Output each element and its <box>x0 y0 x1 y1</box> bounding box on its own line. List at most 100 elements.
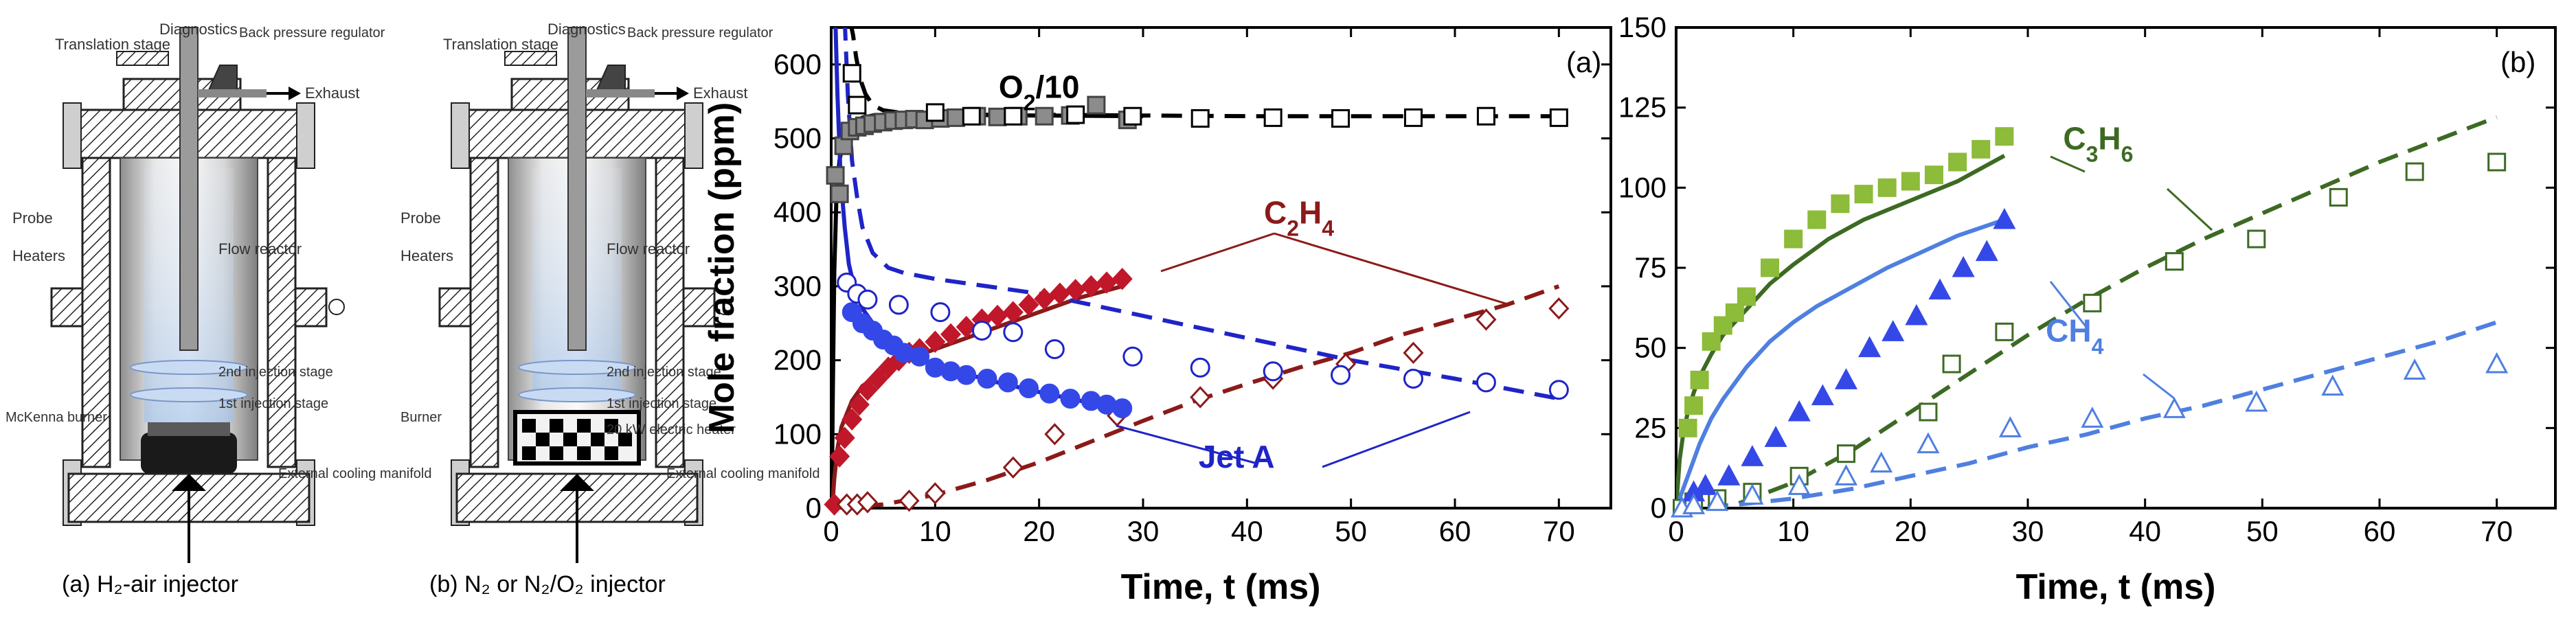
label-diagnostics: Diagnostics <box>547 21 626 38</box>
data-point <box>1919 402 1938 422</box>
data-point <box>2247 229 2266 249</box>
leader-jeta <box>1322 411 1471 468</box>
exhaust-line <box>198 89 267 98</box>
data-point <box>888 295 909 315</box>
probe <box>567 27 587 351</box>
data-point <box>842 64 861 83</box>
x-tick-label: 70 <box>2481 515 2513 547</box>
x-tick-label: 60 <box>1439 515 1471 547</box>
chart-a: 0 10 20 30 40 50 60 70 0 100 200 300 400 500 600 (a) T… <box>702 26 1612 607</box>
data-point <box>1019 378 1039 399</box>
x-tick-label: 70 <box>1543 515 1575 547</box>
series-line-dashed <box>843 27 1559 401</box>
series-line-dashed <box>1676 115 2498 508</box>
data-point <box>1403 108 1423 127</box>
annotation-c2h4: C2H4 <box>1264 194 1334 240</box>
data-point <box>930 302 951 323</box>
data-point <box>1901 172 1920 191</box>
series-line-solid <box>1676 218 2005 508</box>
data-point <box>997 372 1018 393</box>
data-point <box>1952 255 1975 277</box>
data-point <box>1035 106 1054 126</box>
bolt <box>451 102 470 169</box>
y-tick-label: 100 <box>773 417 822 450</box>
data-point <box>1717 464 1741 485</box>
plot-frame-a <box>830 26 1612 510</box>
data-point <box>1331 365 1351 385</box>
data-point <box>1476 106 1495 126</box>
data-point <box>1995 127 2014 146</box>
data-point <box>1060 389 1081 409</box>
label-backpressure: Back pressure regulator <box>239 25 385 41</box>
data-point <box>1549 108 1568 127</box>
chart-b: 0 10 20 30 40 50 60 70 0 25 50 75 100 125 150 (b) Time… <box>1618 11 2557 607</box>
side-port <box>294 287 328 328</box>
data-point <box>1737 287 1756 306</box>
data-point <box>1905 304 1928 325</box>
y-axis-title-a: Mole fraction (ppm) <box>702 102 742 433</box>
data-point <box>940 323 962 346</box>
data-point <box>1787 474 1811 495</box>
tick-group-a: 0 10 20 30 40 50 60 70 0 100 200 300 400 500 600 <box>773 27 1611 547</box>
data-point <box>1975 240 1998 262</box>
data-point <box>962 106 981 126</box>
x-tick-label: 0 <box>1668 515 1684 547</box>
y-tick-label: 50 <box>1634 332 1667 364</box>
data-point <box>1122 346 1143 367</box>
data-point <box>1811 384 1834 406</box>
bolt <box>296 102 315 169</box>
data-point <box>1706 490 1729 512</box>
label-flowreactor: Flow reactor <box>218 240 302 258</box>
inlet-arrow-icon <box>560 474 594 491</box>
data-point <box>925 482 946 505</box>
y-tick-label: 125 <box>1618 91 1667 124</box>
reactor-diagram-a: Translation stage Diagnostics Back press… <box>5 21 431 597</box>
data-point <box>2083 293 2102 312</box>
x-tick-label: 30 <box>2012 515 2044 547</box>
mckenna-burner <box>141 433 237 474</box>
annotation-o2: O2/10 <box>999 69 1080 115</box>
data-point <box>2487 152 2507 172</box>
data-point <box>1971 139 1991 159</box>
data-point <box>1066 105 1085 124</box>
y-tick-label: 0 <box>1651 492 1667 524</box>
data-point <box>1112 398 1133 419</box>
injection-stage-2 <box>130 360 248 375</box>
caption-b: (b) N₂ or N₂/O₂ injector <box>429 571 666 597</box>
data-point <box>1761 258 1780 277</box>
probe <box>179 27 199 351</box>
data-point <box>1044 339 1065 359</box>
label-translation: Translation stage <box>55 36 170 53</box>
data-point <box>1111 267 1133 290</box>
data-point <box>2165 252 2184 271</box>
data-point <box>1917 432 1940 454</box>
data-point <box>1002 456 1024 479</box>
injection-stage-1 <box>130 387 248 402</box>
x-tick-label: 10 <box>919 515 951 547</box>
data-point <box>1690 370 1709 389</box>
data-point <box>1834 464 1857 485</box>
caption-a: (a) H₂-air injector <box>62 571 238 597</box>
panel-label-a: (a) <box>1566 46 1601 78</box>
data-point <box>826 165 845 185</box>
data-point <box>1190 357 1210 378</box>
data-point <box>1190 108 1210 128</box>
bolt <box>63 102 82 169</box>
data-point <box>2405 162 2424 181</box>
data-point <box>1190 386 1211 409</box>
leader-c3h6 <box>2050 155 2086 173</box>
data-point <box>1044 423 1065 446</box>
data-point <box>1004 106 1023 126</box>
leader-ch4 <box>2049 281 2090 330</box>
data-point <box>868 367 889 390</box>
x-tick-label: 40 <box>2129 515 2161 547</box>
series-line-dashed <box>849 27 1559 119</box>
y-tick-label: 100 <box>1618 171 1667 203</box>
data-point <box>1002 301 1024 323</box>
label-probe: Probe <box>400 209 441 227</box>
label-first: 1st injection stage <box>218 396 328 411</box>
data-point <box>899 490 920 512</box>
data-point <box>2321 374 2345 396</box>
annotation-ch4: CH4 <box>2046 312 2103 358</box>
arrow-icon <box>677 87 689 100</box>
